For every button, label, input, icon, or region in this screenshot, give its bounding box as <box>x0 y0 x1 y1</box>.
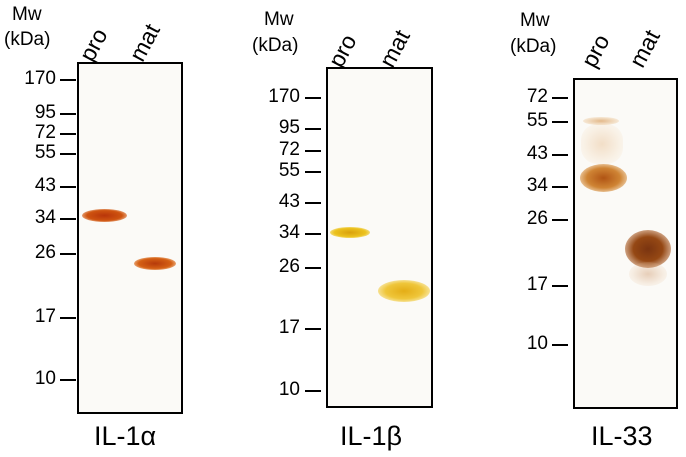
band-mat-tail <box>629 262 667 286</box>
band-pro-smear <box>581 124 623 164</box>
marker-label: 34 <box>34 207 56 228</box>
band-pro <box>82 209 127 222</box>
band-mat <box>134 257 176 270</box>
marker-label: 26 <box>34 242 56 263</box>
marker-tick <box>552 121 568 123</box>
marker-label: 170 <box>268 86 300 107</box>
marker-tick <box>305 233 321 235</box>
marker-tick <box>552 154 568 156</box>
lane-label-pro: pro <box>73 23 113 66</box>
marker-tick <box>305 328 321 330</box>
marker-tick <box>60 253 76 255</box>
marker-label: 17 <box>34 306 56 327</box>
panel-title: IL-1α <box>94 421 157 451</box>
gel-image <box>573 78 678 409</box>
panel-title: IL-33 <box>591 421 653 451</box>
marker-tick <box>305 97 321 99</box>
marker-tick <box>552 285 568 287</box>
lane-label-mat: mat <box>123 19 165 66</box>
band-mat <box>378 280 430 302</box>
kda-label: (kDa) <box>4 29 51 50</box>
marker-label: 72 <box>278 139 300 160</box>
marker-label: 10 <box>34 368 56 389</box>
marker-tick <box>305 202 321 204</box>
marker-label: 55 <box>278 160 300 181</box>
marker-tick <box>552 344 568 346</box>
marker-tick <box>60 153 76 155</box>
marker-label: 55 <box>526 110 548 131</box>
marker-label: 17 <box>278 317 300 338</box>
marker-tick <box>60 186 76 188</box>
marker-tick <box>60 218 76 220</box>
marker-label: 34 <box>526 175 548 196</box>
marker-label: 43 <box>34 175 56 196</box>
marker-label: 10 <box>278 379 300 400</box>
mw-label: Mw <box>12 4 42 25</box>
marker-tick <box>60 113 76 115</box>
lane-label-pro: pro <box>322 29 362 72</box>
marker-tick <box>552 97 568 99</box>
marker-tick <box>552 186 568 188</box>
marker-tick <box>305 267 321 269</box>
gel-image <box>77 62 183 414</box>
marker-label: 26 <box>526 208 548 229</box>
marker-tick <box>552 219 568 221</box>
marker-label: 43 <box>278 191 300 212</box>
marker-label: 34 <box>278 222 300 243</box>
marker-label: 10 <box>526 333 548 354</box>
marker-label: 17 <box>526 274 548 295</box>
lane-label-mat: mat <box>373 25 415 72</box>
band-pro <box>330 227 370 238</box>
marker-label: 55 <box>34 142 56 163</box>
marker-tick <box>305 390 321 392</box>
band-mat <box>625 230 671 268</box>
gel-image <box>326 67 433 408</box>
marker-label: 72 <box>34 122 56 143</box>
marker-tick <box>305 171 321 173</box>
marker-tick <box>60 133 76 135</box>
marker-label: 95 <box>278 117 300 138</box>
marker-label: 72 <box>526 86 548 107</box>
band-pro-faint <box>583 117 619 125</box>
lane-label-mat: mat <box>623 25 665 72</box>
marker-label: 43 <box>526 143 548 164</box>
kda-label: (kDa) <box>510 36 557 57</box>
marker-tick <box>305 128 321 130</box>
marker-tick <box>60 379 76 381</box>
marker-tick <box>305 150 321 152</box>
marker-label: 95 <box>34 102 56 123</box>
kda-label: (kDa) <box>252 35 299 56</box>
panel-title: IL-1β <box>340 421 403 451</box>
marker-tick <box>60 317 76 319</box>
band-pro <box>580 164 627 192</box>
marker-label: 26 <box>278 256 300 277</box>
marker-label: 170 <box>24 68 56 89</box>
lane-label-pro: pro <box>575 29 615 72</box>
marker-tick <box>60 79 76 81</box>
mw-label: Mw <box>264 9 294 30</box>
mw-label: Mw <box>520 10 550 31</box>
